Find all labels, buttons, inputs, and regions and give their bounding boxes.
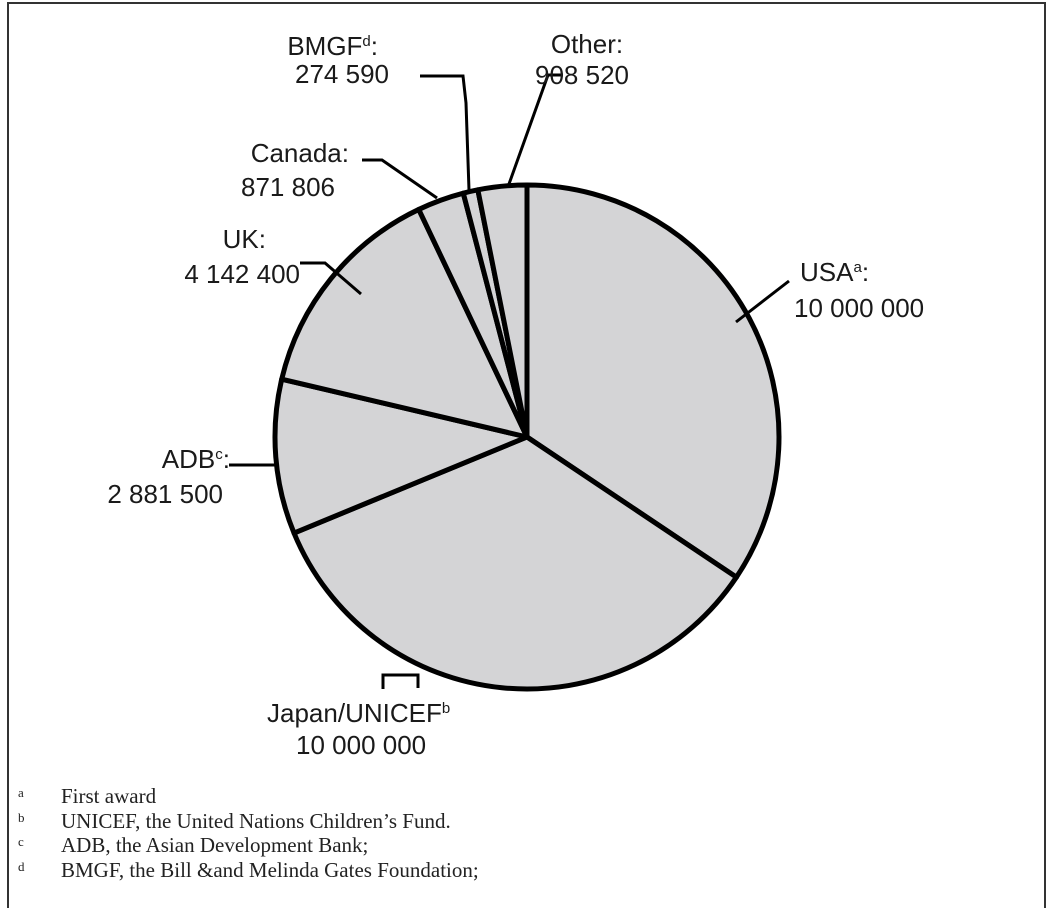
slice-value-uk: 4 142 400 xyxy=(184,259,300,289)
figure-frame xyxy=(7,2,1046,908)
leader-line-japan-unicef xyxy=(381,673,420,689)
pie-slice-japan-unicef xyxy=(291,434,739,692)
pie-slice-adb xyxy=(272,376,530,536)
leader-line-canada xyxy=(362,158,438,200)
leader-line-uk xyxy=(300,261,362,296)
slice-value-canada: 871 806 xyxy=(241,172,335,202)
slice-label-japan-unicef: Japan/UNICEFb xyxy=(267,698,450,728)
slice-value-usa: 10 000 000 xyxy=(794,293,924,323)
slice-value-other: 908 520 xyxy=(535,60,629,90)
leader-line-bmgf xyxy=(420,74,471,191)
footnote-mark: d xyxy=(18,858,25,874)
pie-slice-other xyxy=(475,182,530,440)
leader-lines xyxy=(229,73,790,689)
slice-value-japan-unicef: 10 000 000 xyxy=(296,730,426,760)
slice-label-usa: USAa: xyxy=(800,257,869,287)
footnote-text: UNICEF, the United Nations Children’s Fu… xyxy=(61,808,451,833)
pie-slices xyxy=(272,182,782,692)
slice-label-canada: Canada: xyxy=(251,138,349,168)
footnote-mark: c xyxy=(18,834,24,849)
slice-label-other: Other: xyxy=(551,29,623,59)
slice-label-adb: ADBc: xyxy=(162,444,230,474)
slice-value-bmgf: 274 590 xyxy=(295,59,389,89)
footnote-text: First award xyxy=(61,784,157,808)
leader-line-usa xyxy=(735,279,790,324)
footnote-mark: b xyxy=(18,809,25,825)
footnote-text: ADB, the Asian Development Bank; xyxy=(61,833,369,857)
leader-line-other xyxy=(507,73,563,185)
footnote-text: BMGF, the Bill &and Melinda Gates Founda… xyxy=(61,857,479,882)
slice-value-adb: 2 881 500 xyxy=(107,479,223,509)
pie-slice-uk xyxy=(279,206,530,440)
footnote-mark: a xyxy=(18,785,24,800)
slice-label-bmgf: BMGFd: xyxy=(287,31,378,61)
slice-label-uk: UK: xyxy=(223,224,266,254)
